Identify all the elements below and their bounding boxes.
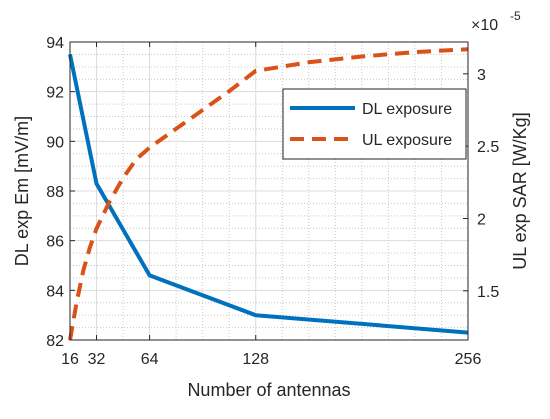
right-axis-multiplier: ×10 -5	[471, 9, 521, 34]
series-line-dl-exposure	[68, 53, 469, 335]
y-right-tick-label: 1.5	[477, 284, 499, 301]
x-axis-label: Number of antennas	[187, 380, 350, 400]
multiplier-base: ×10	[471, 17, 498, 34]
y-left-tick-label: 82	[46, 333, 64, 350]
y-left-tick-label: 94	[46, 35, 64, 52]
x-tick-label: 32	[88, 351, 106, 368]
legend-box	[282, 88, 467, 160]
y-right-tick-label: 2.5	[477, 139, 499, 156]
right-y-axis-label: UL exp SAR [W/Kg]	[510, 112, 530, 269]
x-tick-label: 64	[141, 351, 159, 368]
y-right-tick-label: 3	[477, 67, 486, 84]
legend-label-dl-exposure: DL exposure	[362, 101, 452, 118]
series-layer	[68, 47, 469, 341]
y-left-tick-label: 88	[46, 184, 64, 201]
minor-grid	[70, 42, 468, 340]
multiplier-exponent: -5	[510, 9, 521, 23]
legend: DL exposure UL exposure	[282, 88, 467, 160]
y-right-tick-label: 2	[477, 211, 486, 228]
x-tick-label: 128	[242, 351, 269, 368]
y-left-tick-label: 84	[46, 283, 64, 300]
x-tick-label: 16	[61, 351, 79, 368]
y-left-tick-label: 90	[46, 134, 64, 151]
axis-ticks: 16 32 64 128 256 82 84 86 88 90 92 94 1.5 2 2.5 3	[46, 35, 499, 368]
legend-label-ul-exposure: UL exposure	[362, 132, 452, 149]
y-left-tick-label: 92	[46, 85, 64, 102]
x-tick-label: 256	[455, 351, 482, 368]
y-left-tick-label: 86	[46, 234, 64, 251]
left-y-axis-label: DL exp Em [mV/m]	[12, 116, 32, 266]
